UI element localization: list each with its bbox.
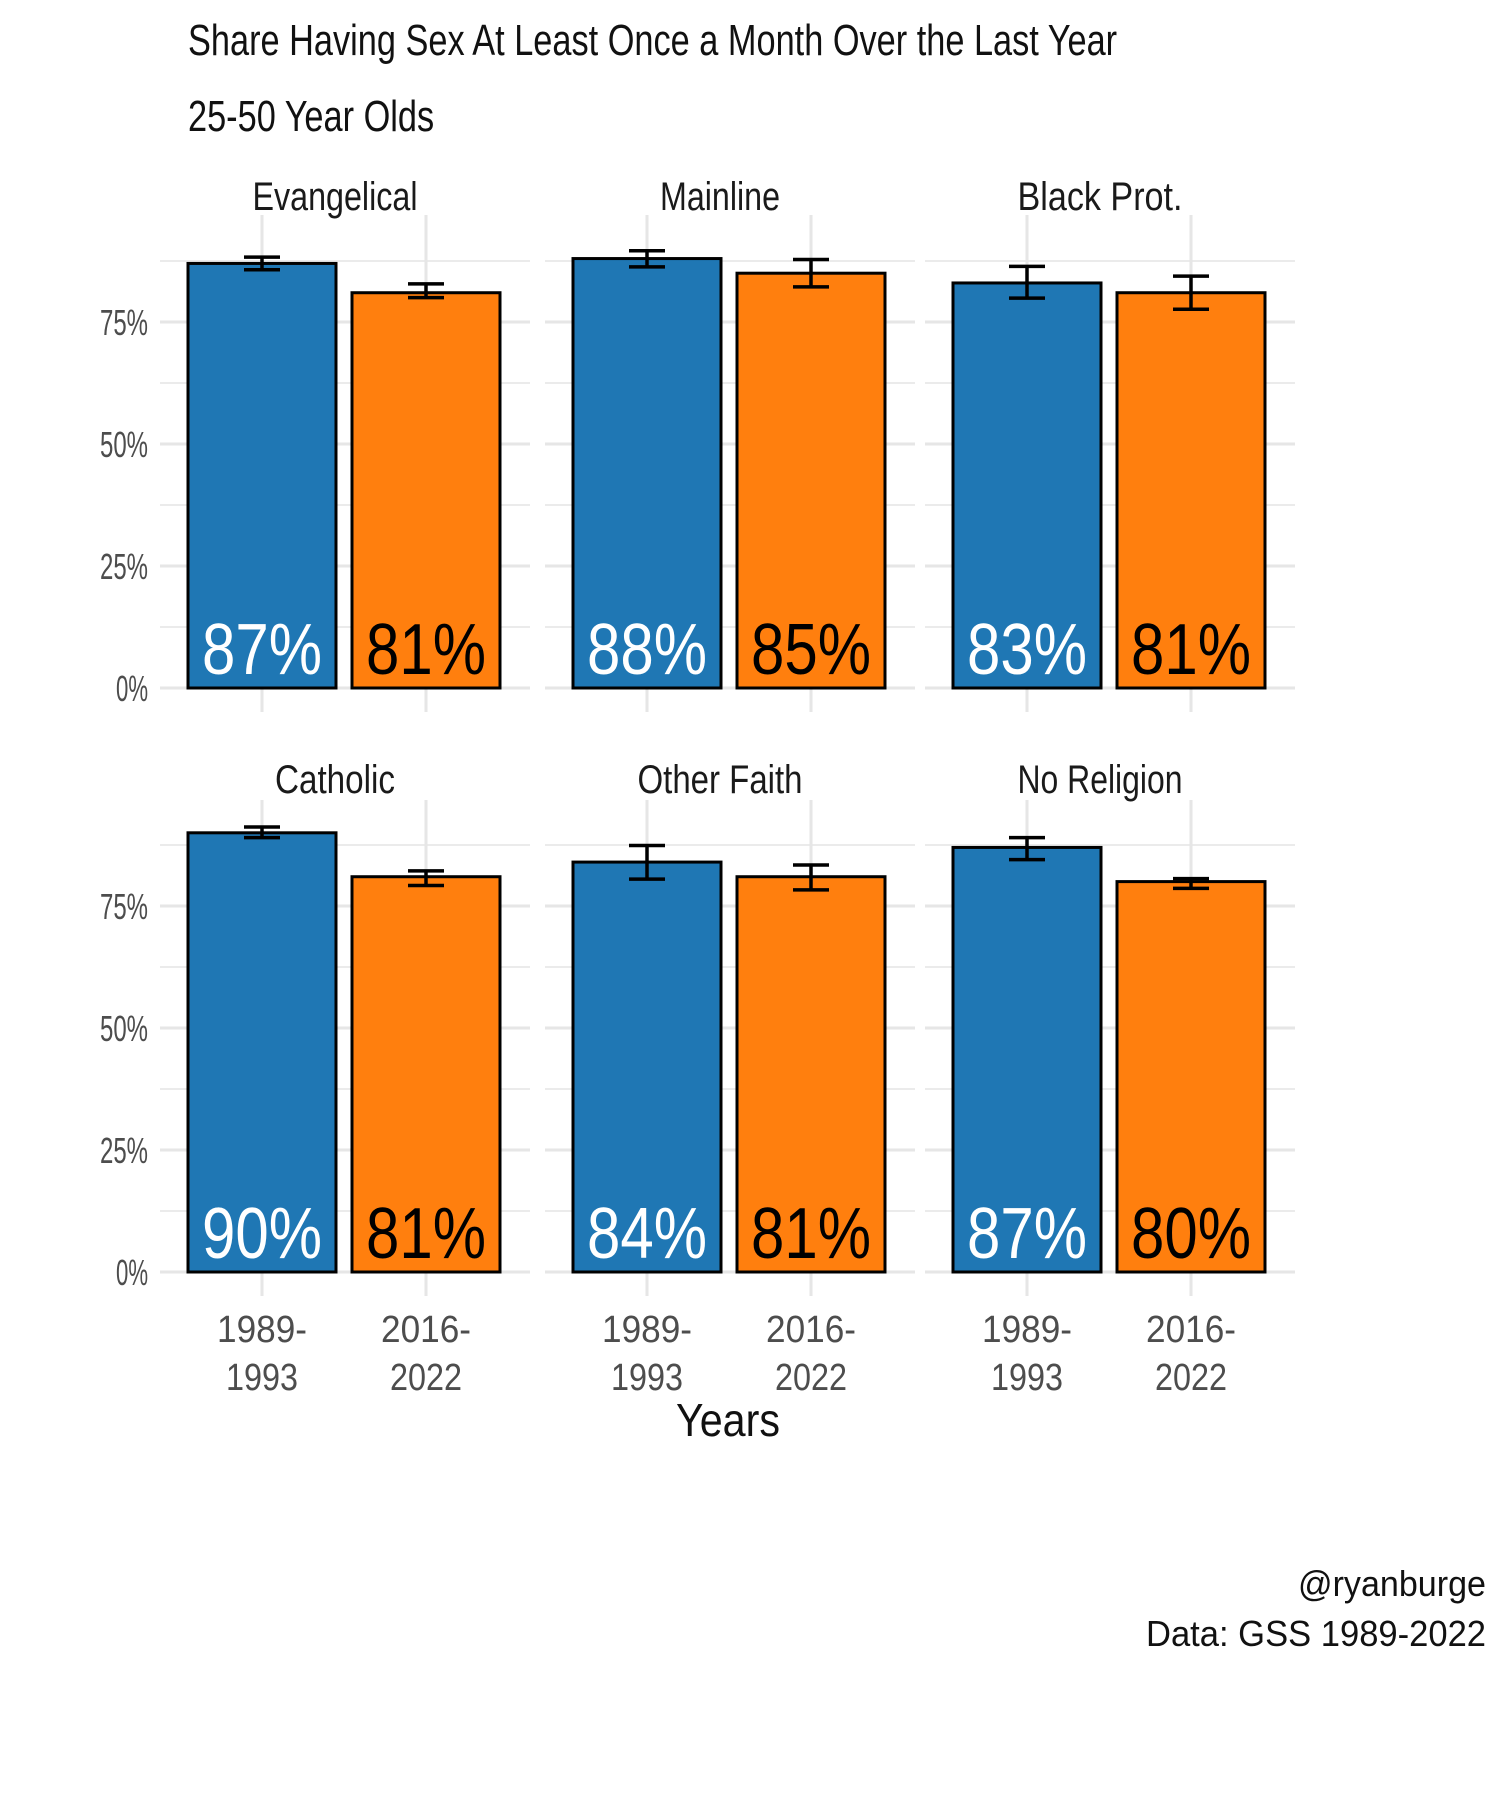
bar-mainline-0 [571, 257, 723, 690]
bar-mainline-1 [735, 271, 887, 690]
bar-label-other-faith-0: 84% [587, 1194, 707, 1274]
y-tick-label: 75% [100, 886, 148, 927]
y-tick-label: 75% [100, 302, 148, 343]
bar-evangelical-1 [350, 291, 502, 690]
bar-evangelical-0 [186, 261, 338, 690]
x-tick-label: 2022 [1155, 1357, 1227, 1399]
bar-catholic-0 [186, 831, 338, 1274]
facet-title-mainline: Mainline [660, 175, 780, 219]
bar-no-religion-0 [951, 845, 1103, 1274]
x-tick-label: 1989- [982, 1309, 1072, 1351]
facet-title-catholic: Catholic [275, 758, 395, 802]
y-tick-label: 50% [100, 424, 148, 465]
bar-other-faith-0 [571, 860, 723, 1274]
bar-label-other-faith-1: 81% [751, 1194, 871, 1274]
bar-label-mainline-1: 85% [751, 610, 871, 690]
y-tick-label: 25% [100, 1130, 148, 1171]
x-tick-label: 2016- [381, 1309, 471, 1351]
bar-no-religion-1 [1115, 880, 1267, 1274]
bar-label-catholic-0: 90% [202, 1194, 322, 1274]
bar-label-black-prot-1: 81% [1131, 610, 1251, 690]
x-tick-label: 2016- [1146, 1309, 1236, 1351]
y-tick-label: 0% [116, 668, 148, 709]
caption-source: Data: GSS 1989-2022 [1146, 1613, 1486, 1654]
bar-label-evangelical-0: 87% [202, 610, 322, 690]
bar-label-mainline-0: 88% [587, 610, 707, 690]
x-tick-label: 1993 [611, 1357, 683, 1399]
bar-other-faith-1 [735, 875, 887, 1274]
facet-title-black-prot: Black Prot. [1018, 175, 1183, 219]
bar-black-prot-1 [1115, 291, 1267, 690]
y-tick-label: 0% [116, 1252, 148, 1293]
chart-title: Share Having Sex At Least Once a Month O… [188, 16, 1118, 65]
x-tick-label: 1989- [217, 1309, 307, 1351]
x-tick-label: 2022 [390, 1357, 462, 1399]
bar-black-prot-0 [951, 281, 1103, 690]
bar-label-no-religion-1: 80% [1131, 1194, 1251, 1274]
x-tick-label: 1989- [602, 1309, 692, 1351]
x-tick-label: 2022 [775, 1357, 847, 1399]
y-tick-label: 25% [100, 546, 148, 587]
x-tick-label: 2016- [766, 1309, 856, 1351]
bar-label-evangelical-1: 81% [366, 610, 486, 690]
caption-handle: @ryanburge [1298, 1563, 1486, 1604]
x-tick-label: 1993 [226, 1357, 298, 1399]
x-tick-label: 1993 [991, 1357, 1063, 1399]
bar-label-no-religion-0: 87% [967, 1194, 1087, 1274]
facet-title-evangelical: Evangelical [253, 175, 418, 219]
bar-label-black-prot-0: 83% [967, 610, 1087, 690]
y-tick-label: 50% [100, 1008, 148, 1049]
chart-subtitle: 25-50 Year Olds [188, 92, 435, 141]
bar-catholic-1 [350, 875, 502, 1274]
bar-label-catholic-1: 81% [366, 1194, 486, 1274]
facet-title-no-religion: No Religion [1018, 758, 1183, 802]
x-axis-title: Years [676, 1394, 780, 1446]
facet-title-other-faith: Other Faith [638, 758, 803, 802]
